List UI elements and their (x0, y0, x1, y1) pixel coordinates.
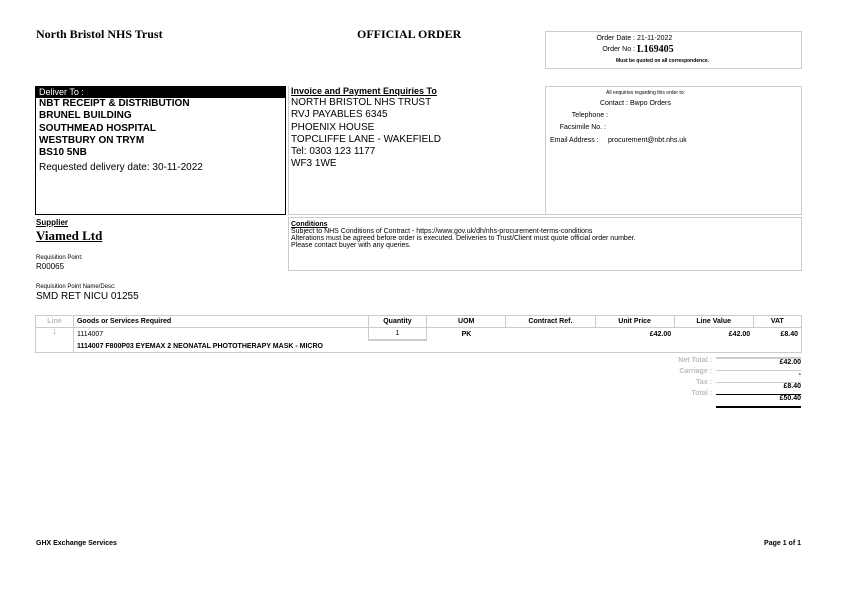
col-vat: VAT (752, 315, 803, 328)
requested-delivery-date: Requested delivery date: 30-11-2022 (39, 162, 203, 174)
email-value: procurement@nbt.nhs.uk (608, 137, 687, 144)
total-label: Total : (691, 390, 712, 397)
deliver-line: SOUTHMEAD HOSPITAL (39, 122, 157, 134)
table-header-row: Line Goods or Services Required Quantity… (35, 315, 803, 328)
document-title: OFFICIAL ORDER (357, 27, 462, 41)
order-lines-table: Line Goods or Services Required Quantity… (35, 315, 803, 353)
line-value: £42.00 (728, 330, 751, 338)
fax-label: Facsimile No. : (559, 124, 606, 131)
line-number: 1 (35, 327, 74, 353)
invoice-line: TOPCLIFFE LANE - WAKEFIELD (291, 133, 442, 145)
supplier-name: Viamed Ltd (36, 228, 103, 243)
enquiries-box: All enquiries regarding this order to: C… (545, 86, 802, 215)
col-contract-ref: Contract Ref. (505, 315, 596, 328)
tax: £8.40 (716, 382, 801, 394)
order-date: 21-11-2022 (637, 35, 673, 42)
col-line-value: Line Value (673, 315, 754, 328)
deliver-to-label: Deliver To : (36, 87, 285, 98)
unit-price: £42.00 (649, 330, 672, 338)
deliver-line: BRUNEL BUILDING (39, 110, 132, 122)
deliver-line: NBT RECEIPT & DISTRIBUTION (39, 98, 190, 109)
table-row-description: 1114007 F800P03 EYEMAX 2 NEONATAL PHOTOT… (36, 340, 803, 353)
email-label: Email Address : (550, 137, 599, 144)
req-name: SMD RET NICU 01255 (36, 291, 139, 302)
carriage: - (716, 370, 801, 382)
tax-label: Tax : (696, 379, 712, 386)
total: £50.40 (716, 394, 801, 408)
invoice-box: Invoice and Payment Enquiries To NORTH B… (288, 86, 546, 215)
vat: £8.40 (753, 327, 803, 340)
req-point-label: Requisition Point: (36, 255, 83, 261)
conditions-label: Conditions (291, 221, 328, 228)
invoice-line: NORTH BRISTOL NHS TRUST (291, 97, 432, 108)
contact-label: Contact : (599, 100, 628, 107)
order-info-box: Order Date : 21-11-2022 Order No : L1694… (545, 31, 802, 69)
col-uom: UOM (426, 315, 507, 328)
conditions-box: Conditions Subject to NHS Conditions of … (288, 217, 802, 271)
item-code: 1114007 (72, 327, 369, 340)
totals-values: £42.00 - £8.40 £50.40 (716, 357, 801, 408)
trust-name: North Bristol NHS Trust (36, 27, 163, 41)
order-date-label: Order Date : (596, 35, 635, 42)
order-no: L169405 (637, 44, 674, 55)
col-line: Line (35, 315, 74, 328)
totals-labels: Net Total : Carriage : Tax : Total : (640, 357, 712, 401)
condition-line: Please contact buyer with any queries. (291, 242, 411, 249)
condition-line: Alterations must be agreed before order … (291, 235, 636, 242)
uom: PK (461, 330, 472, 338)
item-description: 1114007 F800P03 EYEMAX 2 NEONATAL PHOTOT… (72, 340, 803, 353)
req-name-label: Requisition Point Name/Desc: (36, 284, 116, 290)
condition-line: Subject to NHS Conditions of Contract - … (291, 228, 593, 235)
carriage-label: Carriage : (679, 368, 712, 375)
quote-note: Must be quoted on all correspondence. (616, 58, 710, 64)
deliver-line: WESTBURY ON TRYM (39, 134, 145, 146)
invoice-line: WF3 1WE (291, 158, 337, 170)
supplier-label: Supplier (36, 218, 69, 227)
deliver-to-box: Deliver To : NBT RECEIPT & DISTRIBUTION … (35, 86, 286, 215)
col-unit-price: Unit Price (594, 315, 675, 328)
deliver-line: BS10 5NB (39, 147, 87, 159)
page-number: Page 1 of 1 (764, 540, 801, 547)
telephone-label: Telephone : (571, 112, 608, 119)
quantity: 1 (367, 327, 428, 341)
order-no-label: Order No : (602, 46, 635, 53)
invoice-label: Invoice and Payment Enquiries To (291, 86, 437, 96)
col-quantity: Quantity (367, 315, 428, 328)
col-goods: Goods or Services Required (72, 315, 369, 328)
contact-value: Bwpo Orders (630, 100, 671, 107)
net-total-label: Net Total : (678, 357, 712, 364)
invoice-line: Tel: 0303 123 1177 (291, 146, 376, 158)
net-total: £42.00 (716, 357, 801, 370)
invoice-line: PHOENIX HOUSE (291, 121, 375, 133)
enquiries-heading: All enquiries regarding this order to: (606, 90, 685, 96)
table-row: 1 1114007 1 PK £42.00 £42.00 £8.40 (35, 327, 803, 353)
footer-left: GHX Exchange Services (36, 540, 117, 547)
contract-ref (506, 328, 595, 341)
invoice-line: RVJ PAYABLES 6345 (291, 109, 388, 121)
req-point: R00065 (36, 262, 65, 271)
